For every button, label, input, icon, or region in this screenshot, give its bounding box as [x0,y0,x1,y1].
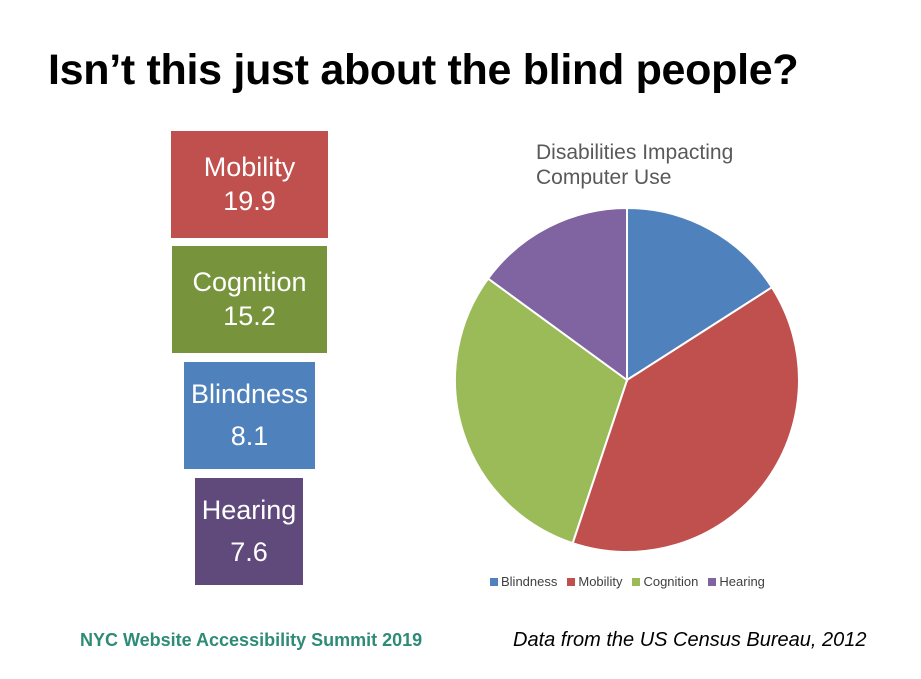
cognition-box-label: Cognition [192,266,307,297]
pie-slice-hearing [486,206,628,382]
mobility-box: Mobility 19.9 [171,131,328,238]
legend-item-cognition: Cognition [632,574,698,589]
legend-item-mobility: Mobility [567,574,622,589]
cognition-box-value: 15.2 [223,300,276,331]
legend-label-mobility: Mobility [578,574,623,589]
hearing-box: Hearing 7.6 [195,478,303,585]
hearing-box-label: Hearing [201,494,297,525]
blindness-box: Blindness 8.1 [184,362,315,469]
legend-label-blindness: Blindness [501,574,558,589]
source-footer: Data from the US Census Bureau, 2012 [513,629,867,651]
summit-footer: NYC Website Accessibility Summit 2019 [80,630,423,650]
legend-label-cognition: Cognition [643,574,699,589]
cognition-box: Cognition 15.2 [172,246,327,353]
pie-slice-cognition [454,277,629,545]
legend-item-hearing: Hearing [708,574,765,589]
legend-swatch-cognition [632,577,641,586]
legend-item-blindness: Blindness [490,574,557,589]
legend-swatch-mobility [567,577,576,586]
pie-chart [454,206,800,553]
blindness-box-label: Blindness [190,378,309,409]
legend-swatch-blindness [490,577,498,586]
legend-label-hearing: Hearing [719,574,765,589]
mobility-box-label: Mobility [203,151,296,182]
pie-slice-blindness [626,206,774,382]
slide-title: Isn’t this just about the blind people? [48,46,799,94]
mobility-box-value: 19.9 [223,185,276,216]
legend-swatch-hearing [708,577,717,586]
chart-title: Disabilities Impacting Computer Use [536,141,734,190]
hearing-box-value: 7.6 [230,536,268,567]
pie-slice-mobility [571,285,800,553]
blindness-box-value: 8.1 [230,420,269,451]
chart-legend: Blindness Mobility Cognition Hearing [490,574,765,589]
